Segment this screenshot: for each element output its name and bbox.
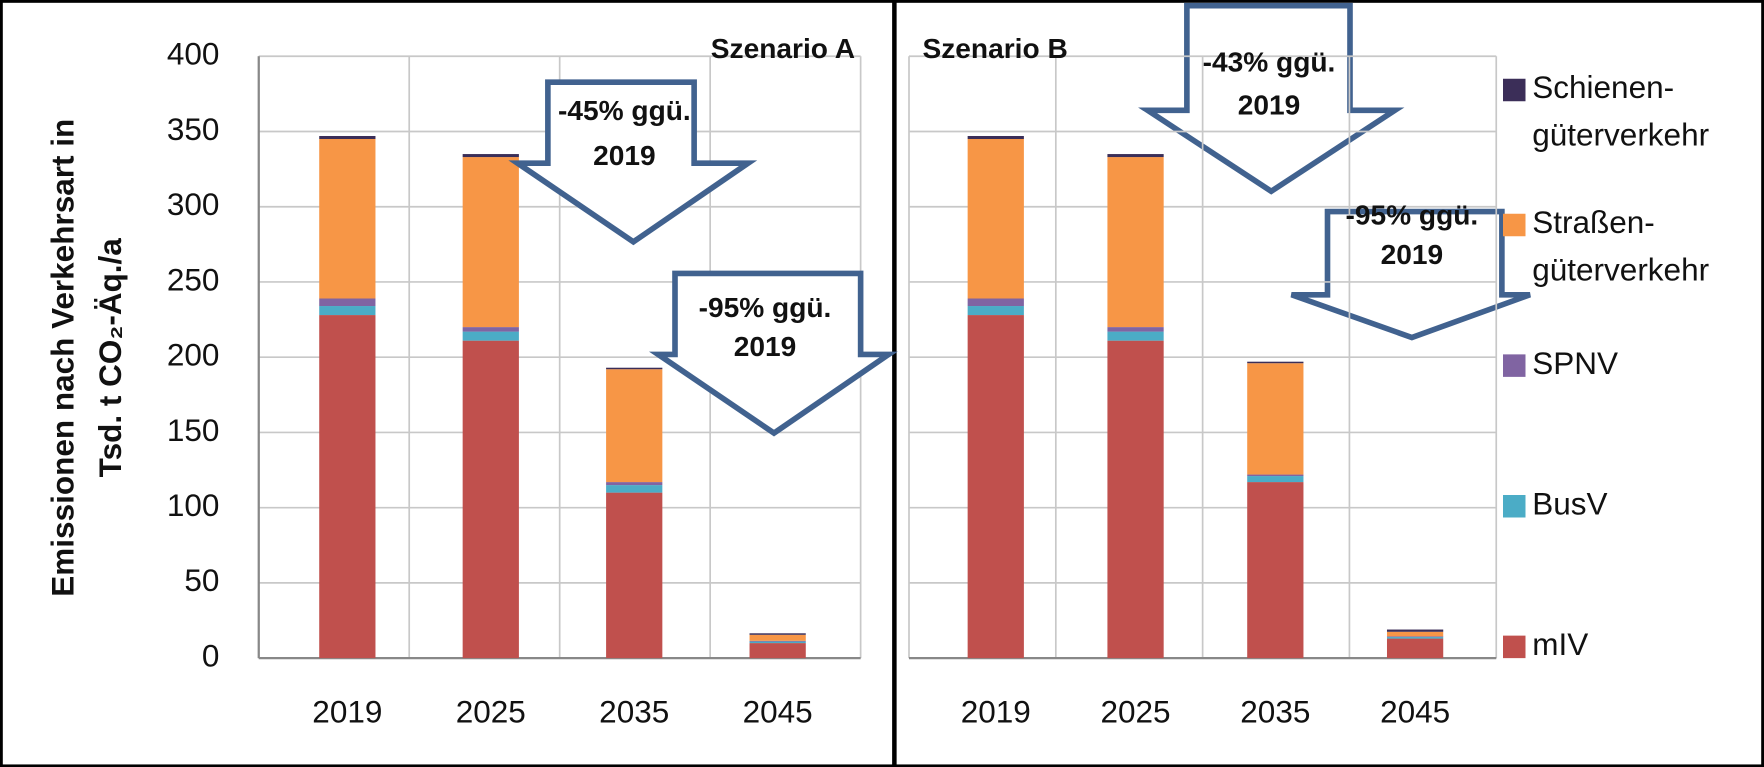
bar-segment bbox=[967, 139, 1024, 299]
bar-segment bbox=[967, 298, 1024, 307]
bar-segment bbox=[1107, 331, 1164, 341]
y-tick-label: 100 bbox=[167, 487, 220, 523]
bar-segment bbox=[319, 135, 376, 140]
bar-segment bbox=[462, 157, 519, 328]
bar-segment bbox=[967, 135, 1024, 140]
bar-segment bbox=[319, 306, 376, 316]
annotation: -43% ggü. bbox=[1203, 47, 1336, 78]
annotation: 2019 bbox=[734, 331, 797, 362]
legend-swatch bbox=[1503, 354, 1526, 377]
bar-segment bbox=[606, 367, 663, 370]
y-tick-label: 50 bbox=[184, 562, 219, 598]
chart-title: Szenario A bbox=[711, 33, 855, 64]
y-tick-label: 350 bbox=[167, 111, 220, 147]
bar-segment bbox=[606, 492, 663, 659]
arrow bbox=[1138, 2, 1405, 195]
bar-segment bbox=[319, 315, 376, 659]
annotation: -45% ggü. bbox=[558, 95, 691, 126]
bar-segment bbox=[462, 327, 519, 332]
bar-segment bbox=[462, 340, 519, 659]
x-tick-label: 2025 bbox=[456, 694, 526, 730]
bar-segment bbox=[967, 306, 1024, 316]
bar-segment bbox=[319, 298, 376, 307]
bar-segment bbox=[319, 139, 376, 299]
bar-segment bbox=[1386, 629, 1444, 632]
bar-segment bbox=[462, 331, 519, 341]
y-tick-label: 0 bbox=[202, 637, 220, 673]
legend-label: Schienen-güterverkehr bbox=[1532, 69, 1709, 152]
legend-swatch bbox=[1503, 635, 1526, 659]
legend-label: SPNV bbox=[1532, 345, 1618, 381]
legend-label: Straßen-güterverkehr bbox=[1532, 204, 1709, 287]
y-tick-label: 250 bbox=[167, 261, 220, 297]
bar-segment bbox=[1247, 361, 1304, 364]
x-tick-label: 2045 bbox=[743, 694, 813, 730]
legend-swatch bbox=[1503, 213, 1526, 237]
x-tick-label: 2019 bbox=[961, 694, 1031, 730]
bar-segment bbox=[606, 482, 663, 486]
bar-segment bbox=[749, 633, 806, 635]
annotation: -95% ggü. bbox=[1345, 200, 1478, 231]
bar-segment bbox=[606, 369, 663, 483]
bar-segment bbox=[462, 154, 519, 158]
x-tick-label: 2035 bbox=[1240, 694, 1310, 730]
annotation: 2019 bbox=[593, 140, 656, 171]
bar-segment bbox=[1247, 363, 1304, 475]
arrow bbox=[508, 79, 758, 246]
y-tick-label: 150 bbox=[167, 412, 220, 448]
annotation: -95% ggü. bbox=[699, 292, 832, 323]
y-tick-label: 300 bbox=[167, 186, 220, 222]
x-tick-label: 2025 bbox=[1101, 694, 1171, 730]
bar-segment bbox=[1386, 636, 1444, 638]
x-tick-label: 2035 bbox=[599, 694, 669, 730]
x-tick-label: 2045 bbox=[1380, 694, 1450, 730]
arrow bbox=[1290, 208, 1531, 341]
chart-title: Szenario B bbox=[923, 33, 1068, 64]
bar-segment bbox=[1247, 474, 1304, 477]
bar-segment bbox=[1107, 340, 1164, 659]
bar-segment bbox=[967, 315, 1024, 659]
arrow bbox=[648, 270, 898, 437]
bar-segment bbox=[1247, 482, 1304, 659]
bar-segment bbox=[1107, 327, 1164, 332]
y-axis-label: Tsd. t CO₂-Äq./a bbox=[92, 238, 128, 478]
legend-label: BusV bbox=[1532, 486, 1607, 522]
annotation: 2019 bbox=[1238, 89, 1301, 120]
legend-label: mIV bbox=[1532, 626, 1588, 662]
bar-segment bbox=[749, 643, 806, 659]
bar-segment bbox=[1107, 157, 1164, 328]
bar-segment bbox=[1386, 631, 1444, 637]
bar-segment bbox=[749, 634, 806, 641]
x-tick-label: 2019 bbox=[312, 694, 382, 730]
bar-segment bbox=[1247, 476, 1304, 483]
legend-swatch bbox=[1503, 78, 1526, 102]
bar-segment bbox=[1386, 637, 1444, 639]
bar-segment bbox=[606, 485, 663, 493]
y-tick-label: 400 bbox=[167, 36, 220, 72]
bar-segment bbox=[1107, 154, 1164, 158]
y-axis-label: Emissionen nach Verkehrsart in bbox=[45, 119, 81, 597]
y-tick-label: 200 bbox=[167, 337, 220, 373]
bar-segment bbox=[749, 641, 806, 644]
bar-segment bbox=[1386, 638, 1444, 659]
legend-swatch bbox=[1503, 495, 1526, 518]
annotation: 2019 bbox=[1381, 239, 1444, 270]
bar-segment bbox=[749, 640, 806, 642]
